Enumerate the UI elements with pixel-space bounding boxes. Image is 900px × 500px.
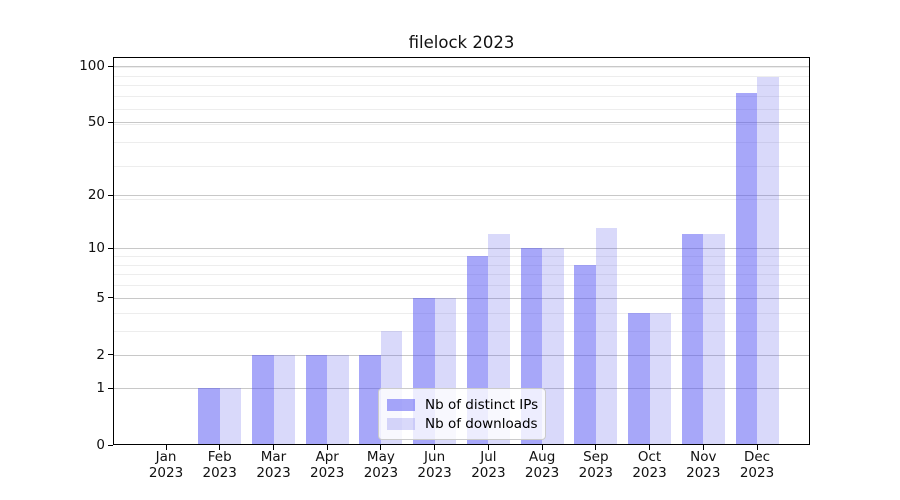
gridline-major [114, 297, 809, 299]
x-tick [756, 445, 758, 450]
y-tick [108, 444, 113, 446]
gridline-minor [114, 165, 809, 167]
bar-downloads-sep [595, 228, 618, 444]
y-tick [108, 65, 113, 67]
legend-item-downloads: Nb of downloads [387, 414, 538, 433]
gridline-minor [114, 123, 809, 125]
y-tick-label: 0 [96, 437, 105, 453]
gridline-minor [114, 85, 809, 87]
x-tick [649, 445, 650, 450]
x-tick [380, 445, 382, 450]
gridline-minor [114, 255, 809, 257]
legend-label-distinct-ips: Nb of distinct IPs [425, 396, 539, 413]
x-tick-label: Aug 2023 [524, 449, 560, 481]
legend-swatch-downloads [387, 417, 415, 430]
x-tick [702, 445, 704, 450]
x-tick-label: Jun 2023 [417, 449, 452, 481]
bar-distinct-ips-apr [305, 354, 328, 444]
legend: Nb of distinct IPs Nb of downloads [378, 388, 546, 440]
bar-distinct-ips-may [359, 354, 381, 444]
y-tick-label: 100 [79, 58, 105, 74]
y-tick-label: 20 [87, 187, 105, 203]
gridline-major [114, 248, 809, 250]
gridline-major [114, 195, 809, 196]
x-tick-label: Sep 2023 [578, 449, 613, 481]
y-tick-label: 5 [96, 289, 105, 306]
x-tick-label: Nov 2023 [686, 449, 721, 481]
bar-downloads-nov [703, 234, 725, 444]
x-tick [595, 445, 597, 450]
legend-label-downloads: Nb of downloads [425, 415, 538, 432]
bar-distinct-ips-nov [681, 234, 704, 444]
bar-downloads-oct [649, 312, 671, 444]
x-tick [487, 445, 489, 450]
bar-downloads-feb [219, 388, 242, 444]
bar-distinct-ips-mar [252, 354, 274, 444]
x-tick [273, 445, 274, 450]
gridline-minor [114, 264, 809, 266]
gridline-major [114, 122, 809, 124]
x-tick [165, 445, 167, 450]
x-tick-label: Dec 2023 [739, 449, 775, 481]
gridline-minor [114, 108, 809, 110]
gridline-minor [114, 199, 809, 200]
gridline-minor [114, 331, 809, 333]
y-tick-label: 10 [87, 240, 105, 257]
x-tick [434, 445, 436, 450]
y-tick [108, 297, 113, 299]
bar-downloads-mar [273, 354, 295, 444]
bar-downloads-apr [327, 354, 349, 444]
x-tick-label: May 2023 [363, 449, 399, 481]
y-tick [108, 194, 113, 196]
bar-distinct-ips-oct [628, 312, 650, 444]
y-tick [108, 247, 113, 249]
x-tick-label: Apr 2023 [310, 449, 345, 481]
bar-distinct-ips-dec [735, 92, 757, 444]
bar-downloads-aug [542, 248, 564, 444]
gridline-minor [114, 312, 809, 314]
gridline-minor [114, 66, 809, 68]
y-tick [108, 387, 113, 389]
gridline-minor [114, 75, 809, 77]
gridline-minor [114, 96, 809, 98]
gridline-major [114, 354, 809, 356]
x-tick-label: Oct 2023 [632, 449, 667, 481]
x-tick-label: Jul 2023 [471, 449, 506, 481]
y-tick-label: 2 [96, 346, 105, 363]
x-tick [326, 445, 328, 450]
x-tick [219, 445, 221, 450]
y-tick-label: 50 [87, 114, 105, 131]
x-tick-label: Feb 2023 [202, 449, 237, 481]
bar-distinct-ips-sep [574, 264, 596, 444]
plot-area [113, 57, 810, 445]
y-tick [108, 121, 113, 123]
legend-item-distinct-ips: Nb of distinct IPs [387, 395, 539, 414]
y-tick-label: 1 [96, 380, 105, 397]
x-tick [541, 445, 543, 450]
bar-distinct-ips-feb [198, 388, 220, 444]
gridline-minor [114, 274, 809, 276]
bar-downloads-dec [757, 77, 779, 444]
legend-swatch-distinct-ips [387, 398, 415, 411]
chart-title: filelock 2023 [408, 33, 515, 52]
y-tick [108, 354, 113, 356]
x-tick-label: Mar 2023 [256, 449, 291, 481]
gridline-minor [114, 285, 809, 287]
gridline-major [114, 66, 809, 67]
x-tick-label: Jan 2023 [148, 449, 184, 481]
gridline-minor [114, 142, 809, 144]
